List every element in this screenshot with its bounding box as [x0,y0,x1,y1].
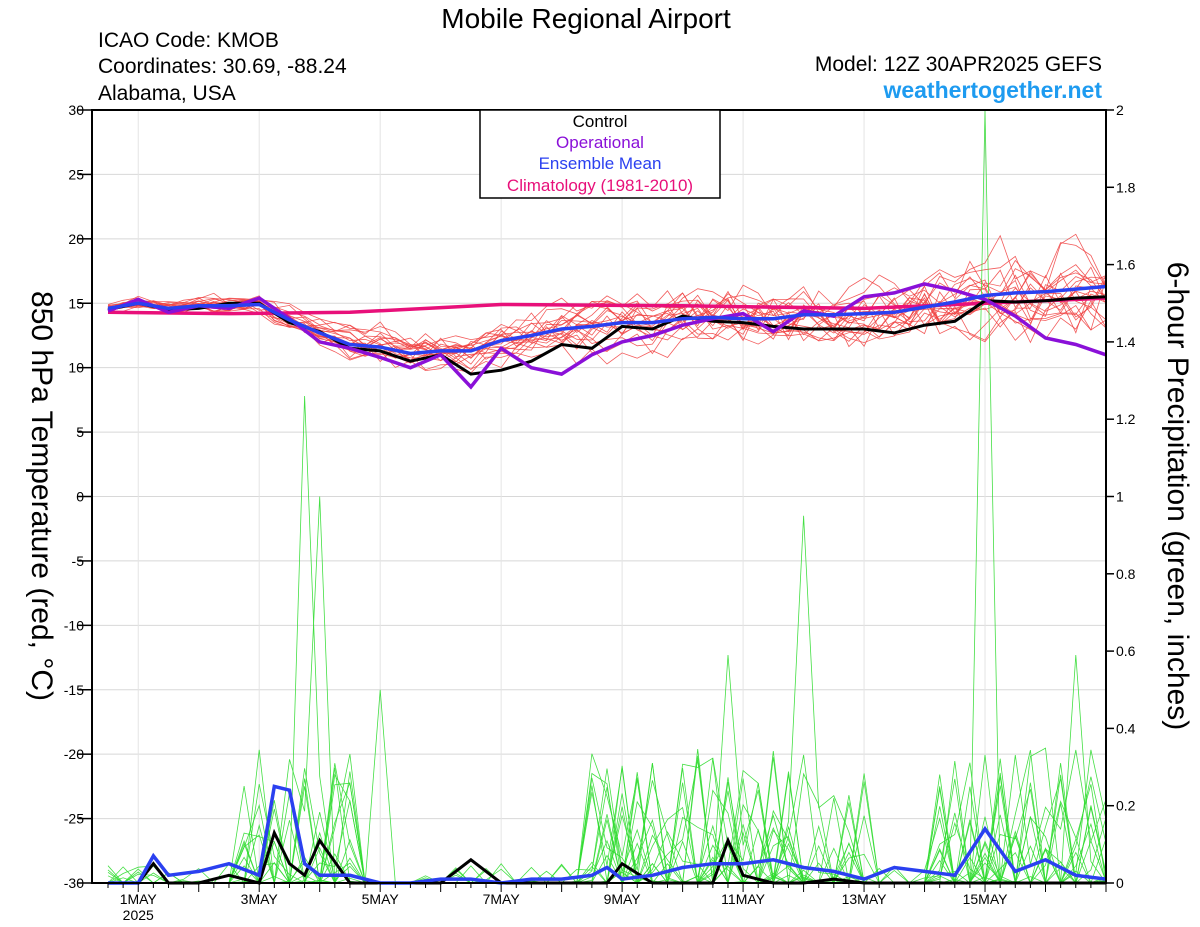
temperature-climatology-line [107,296,1107,316]
left-tick-label: 30 [68,102,84,118]
x-tick-label: 5MAY [362,891,400,907]
right-tick-label: 0 [1116,875,1124,891]
right-tick-label: 0.6 [1116,643,1136,659]
right-tick-label: 0.2 [1116,798,1136,814]
model-run: Model: 12Z 30APR2025 GEFS [815,53,1102,76]
right-tick-label: 1 [1116,489,1124,505]
left-tick-label: 0 [76,489,84,505]
temperature-member-line [107,233,1107,360]
right-axis-ticks: 0 0.2 0.4 0.6 0.8 1 1.2 1.4 1.6 1.8 2 [1106,102,1136,891]
main-series-lines [107,282,1107,885]
right-tick-label: 1.8 [1116,179,1136,195]
right-axis-title: 6-hour Precipitation (green, inches) [1161,262,1194,731]
right-tick-label: 2 [1116,102,1124,118]
temperature-member-line [107,274,1107,370]
x-tick-label: 3MAY [241,891,279,907]
right-tick-label: 0.8 [1116,566,1136,582]
precipitation-member-line [108,758,1107,885]
left-tick-label: -10 [64,617,84,633]
x-tick-label: 15MAY [963,891,1009,907]
left-tick-label: -15 [64,682,84,698]
left-tick-label: 15 [68,295,84,311]
left-axis-ticks: -30 -25 -20 -15 -10 -5 0 5 10 15 20 25 30 [64,102,92,891]
legend: Control Operational Ensemble Mean Climat… [479,109,721,199]
left-tick-label: 25 [68,166,84,182]
x-tick-label: 7MAY [483,891,521,907]
coordinates: Coordinates: 30.69, -88.24 [98,55,347,78]
right-tick-label: 1.2 [1116,411,1136,427]
temperature-ensemble-mean-line [107,284,1107,356]
temperature-member-line [107,266,1107,365]
left-axis-title: 850 hPa Temperature (red, °C) [25,291,58,701]
left-tick-label: -20 [64,746,84,762]
x-tick-label: 13MAY [842,891,888,907]
x-tick-label: 11MAY [721,891,765,907]
left-tick-label: -25 [64,811,84,827]
temperature-operational-line [107,282,1107,390]
x-tick-sublabel: 2025 [123,907,154,923]
left-tick-label: -5 [72,553,85,569]
temperature-member-line [107,291,1107,360]
legend-climatology: Climatology (1981-2010) [507,176,693,195]
location: Alabama, USA [98,82,236,105]
legend-box [479,109,721,199]
legend-control: Control [573,112,628,131]
legend-operational: Operational [556,133,644,152]
temperature-member-line [107,234,1107,357]
left-tick-label: 20 [68,231,84,247]
left-tick-label: 10 [68,360,84,376]
left-tick-label: -30 [64,875,84,891]
site-link[interactable]: weathertogether.net [882,77,1102,103]
precipitation-ensemble-mean-line [108,784,1107,885]
chart-title: Mobile Regional Airport [441,3,731,34]
right-tick-label: 1.4 [1116,334,1136,350]
right-tick-label: 1.6 [1116,257,1136,273]
x-tick-label: 1MAY [120,891,158,907]
right-tick-label: 0.4 [1116,720,1136,736]
legend-ensemble-mean: Ensemble Mean [539,154,662,173]
icao-code: ICAO Code: KMOB [98,29,279,52]
left-tick-label: 5 [76,424,84,440]
x-tick-label: 9MAY [604,891,642,907]
